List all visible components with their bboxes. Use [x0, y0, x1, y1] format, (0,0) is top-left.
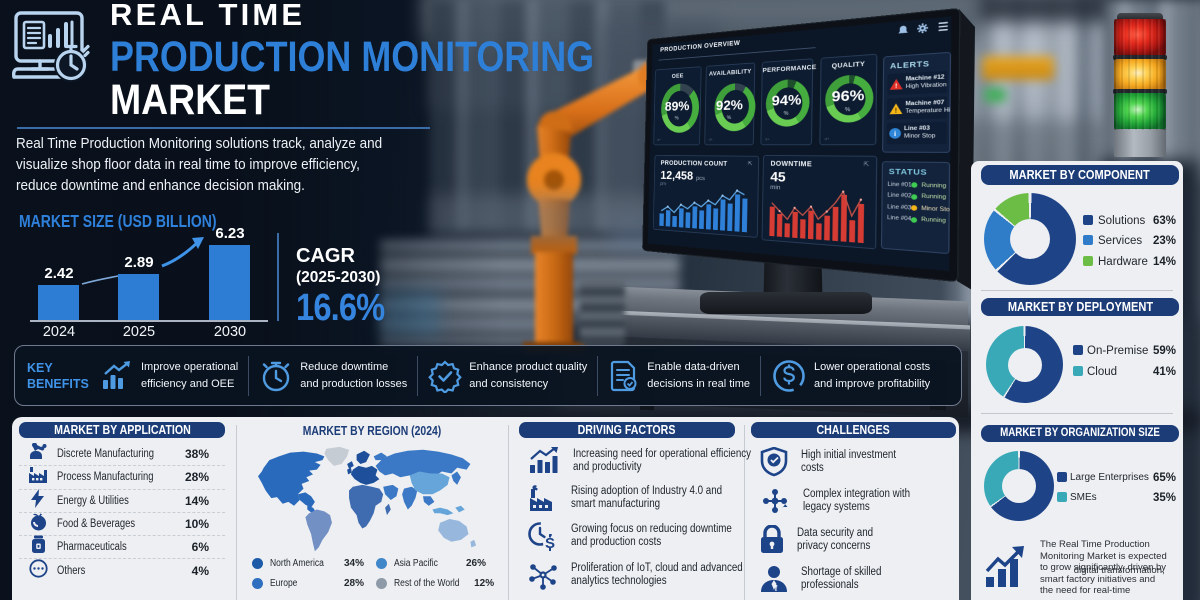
svg-text:!: !	[894, 81, 897, 89]
svg-text:i: i	[893, 129, 895, 137]
svg-text:!: !	[894, 106, 897, 114]
svg-text:S: S	[545, 535, 555, 551]
svg-text:f: f	[775, 584, 778, 593]
